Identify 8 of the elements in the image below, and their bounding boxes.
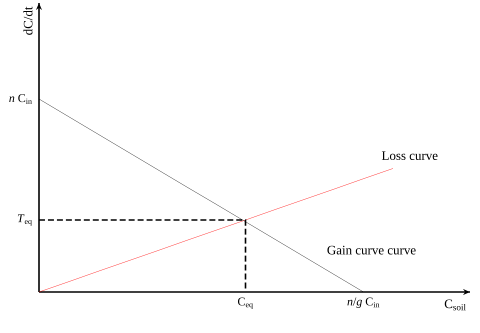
series-label: Gain curve curve bbox=[327, 246, 416, 254]
annotation: n C$_{in}$ bbox=[9, 94, 32, 104]
annotation: T$_{eq}$ bbox=[18, 214, 32, 226]
x-axis-title: C$_{soil}$ bbox=[444, 300, 466, 310]
x-tick-label: C$_{eq}$ bbox=[238, 298, 253, 309]
y-axis-title: dC/dt bbox=[23, 6, 32, 35]
x-tick-label: n/g C$_{in}$ bbox=[347, 298, 380, 308]
series-label: Loss curve bbox=[382, 151, 438, 160]
